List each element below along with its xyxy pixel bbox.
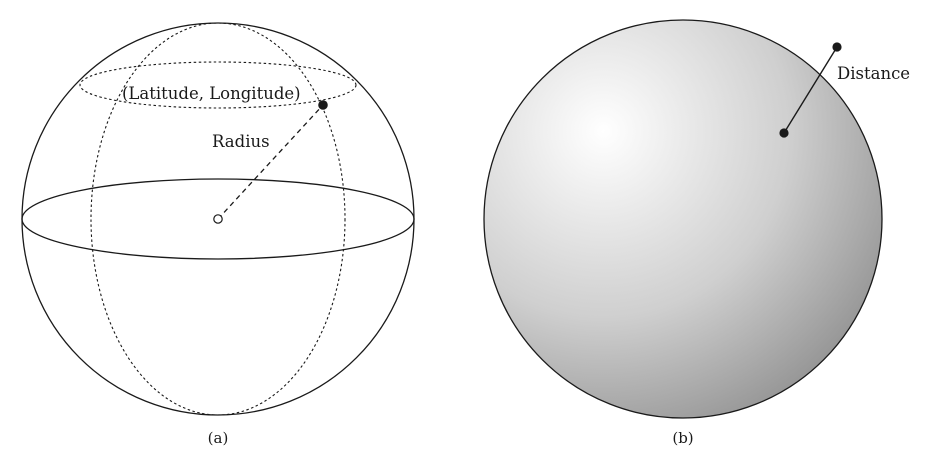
caption-a: (a) [208,429,229,447]
latitude-circle [79,61,357,109]
distance-label: Distance [837,64,910,83]
meridian-ellipse [90,22,346,416]
equator-ellipse [21,178,415,260]
radius-label: Radius [212,132,270,151]
panel-a: (Latitude, Longitude) Radius (a) [21,22,415,447]
radius-line [217,104,324,220]
caption-b: (b) [672,429,693,447]
center-point [213,214,223,224]
outer-point [832,42,842,52]
latitude-longitude-label: (Latitude, Longitude) [122,84,301,103]
inner-point [779,128,789,138]
panel-b: Distance (b) [483,19,910,447]
surface-point [318,100,328,110]
shaded-sphere [483,19,883,419]
distance-line [783,46,838,134]
